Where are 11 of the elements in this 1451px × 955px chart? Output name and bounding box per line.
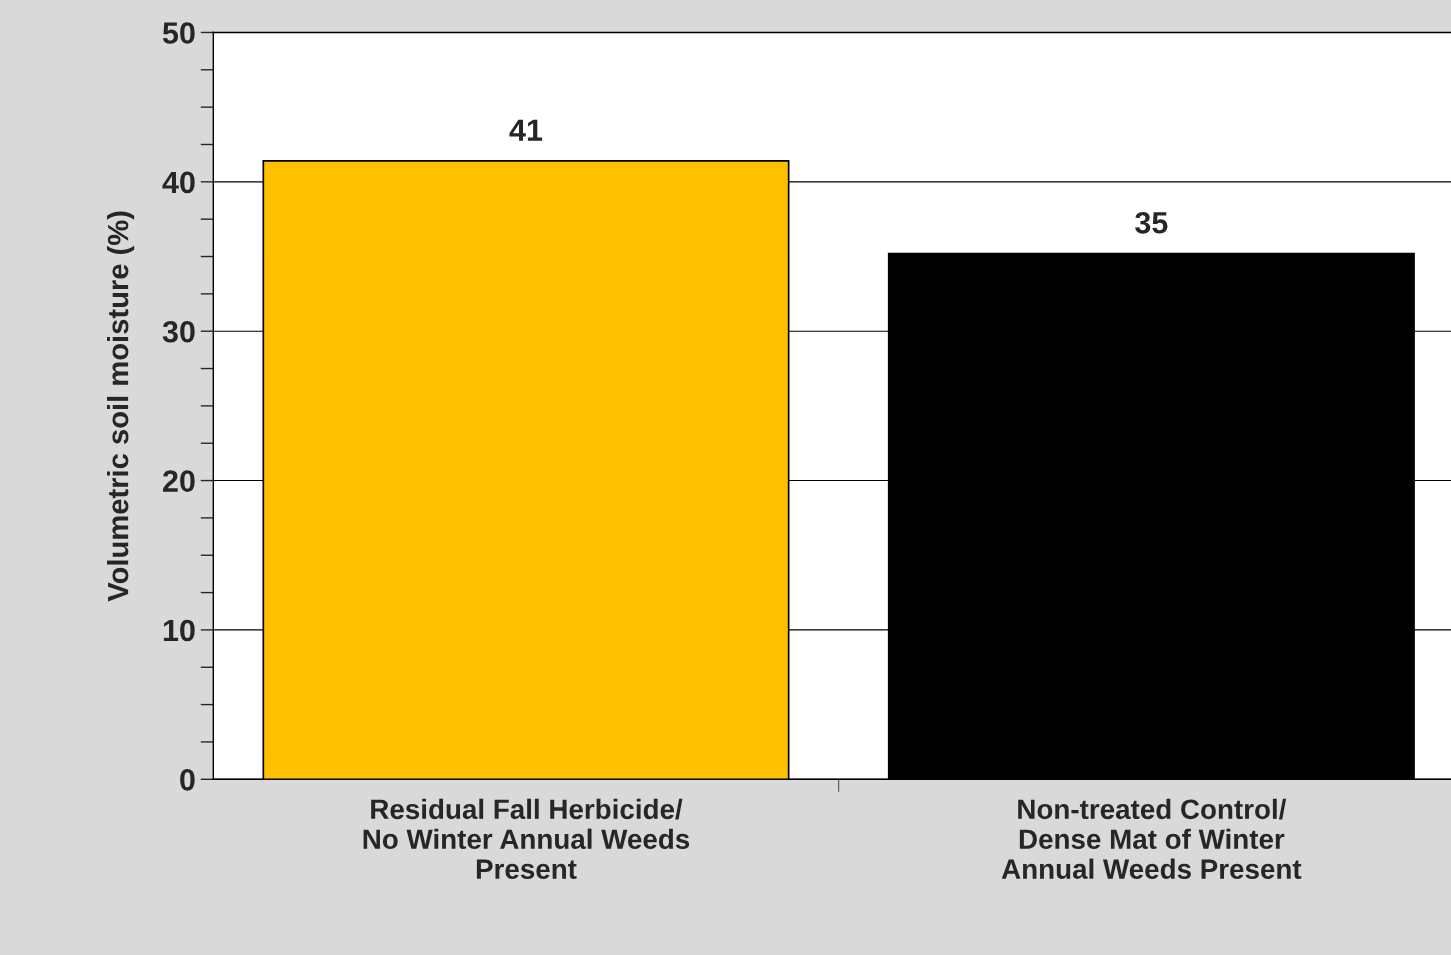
y-tick-label: 30 (162, 320, 195, 343)
x-tick-label: Residual Fall Herbicide/ No Winter Annual Weeds Present (363, 798, 690, 879)
y-tick-label: 20 (163, 470, 195, 492)
y-axis-title: Volumetric soil moisture (%) (106, 211, 135, 602)
y-tick-label: 10 (163, 619, 195, 642)
y-tick-label: 50 (162, 22, 195, 44)
data-label: 41 (509, 119, 543, 141)
y-tick-label: 0 (180, 769, 195, 791)
data-label: 35 (1135, 211, 1168, 234)
x-tick-label: Non-treated Control/ Dense Mat of Winter Annual Weeds Present (1001, 798, 1302, 879)
y-tick-label: 40 (162, 171, 195, 194)
